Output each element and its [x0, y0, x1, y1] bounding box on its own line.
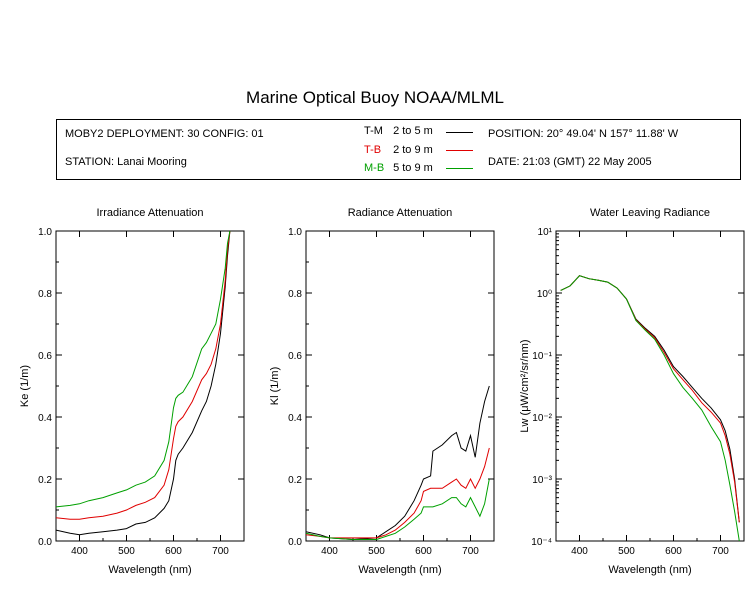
y-tick-label: 10⁻¹ — [532, 351, 552, 362]
info-box: MOBY2 DEPLOYMENT: 30 CONFIG: 01 STATION:… — [56, 119, 741, 180]
legend-line-m-b — [446, 168, 473, 169]
y-tick-label: 0.4 — [38, 413, 52, 424]
y-tick-label: 10⁻⁴ — [531, 537, 552, 548]
x-tick-label: 500 — [118, 546, 135, 557]
legend-line-t-b — [446, 150, 473, 151]
legend-item-t-m: T-M 2 to 5 m — [364, 125, 433, 137]
station-text: STATION: Lanai Mooring — [65, 156, 187, 168]
plot-frame — [305, 230, 495, 542]
chart-subtitle: Water Leaving Radiance — [590, 207, 710, 219]
legend-item-m-b: M-B 5 to 9 m — [364, 162, 433, 174]
chart-panel-3: Water Leaving Radiance 10⁻⁴ 10⁻³ 10⁻² 10⁻¹ 10… — [519, 207, 745, 576]
x-tick-label: 600 — [415, 546, 432, 557]
x-axis-label: Wavelength (nm) — [108, 564, 191, 576]
y-tick-label: 0.4 — [288, 413, 302, 424]
chart-panel-2: Radiance Attenuation 0.0 0.2 0.4 0.6 0.8 1.0 40… — [269, 207, 495, 576]
y-axis-label: Ke (1/m) — [19, 365, 31, 407]
series-line-t-b — [560, 275, 740, 523]
x-tick-label: 700 — [462, 546, 479, 557]
chart-subtitle: Irradiance Attenuation — [96, 207, 203, 219]
legend-range: 2 to 9 m — [393, 144, 433, 156]
deployment-text: MOBY2 DEPLOYMENT: 30 CONFIG: 01 — [65, 128, 264, 140]
chart-panel-1: Irradiance Attenuation 0.0 0.2 0.4 0.6 0.8 1.0… — [19, 207, 245, 576]
y-tick-label: 0.6 — [288, 351, 302, 362]
legend-code: T-M — [364, 125, 383, 137]
y-tick-label: 0.8 — [288, 289, 302, 300]
chart-subtitle: Radiance Attenuation — [348, 207, 453, 219]
series-line-t-b — [56, 231, 231, 520]
y-tick-label: 1.0 — [38, 227, 52, 238]
legend-line-t-m — [446, 132, 473, 133]
y-tick-label: 0.0 — [38, 537, 52, 548]
x-tick-label: 400 — [571, 546, 588, 557]
y-tick-label: 0.6 — [38, 351, 52, 362]
legend-code: M-B — [364, 162, 385, 174]
x-axis-label: Wavelength (nm) — [358, 564, 441, 576]
legend-range: 5 to 9 m — [393, 162, 433, 174]
series-line-m-b — [306, 478, 490, 540]
y-tick-label: 0.2 — [38, 475, 52, 486]
y-tick-label: 10⁻² — [532, 413, 552, 424]
x-tick-label: 400 — [71, 546, 88, 557]
legend-code: T-B — [364, 144, 382, 156]
x-axis-label: Wavelength (nm) — [608, 564, 691, 576]
y-tick-label: 0.0 — [288, 537, 302, 548]
series-line-t-m — [56, 231, 231, 536]
series-line-m-b — [560, 275, 740, 541]
legend-range: 2 to 5 m — [393, 125, 433, 137]
y-tick-label: 0.8 — [38, 289, 52, 300]
series-line-t-m — [306, 385, 490, 541]
x-tick-label: 700 — [712, 546, 729, 557]
x-tick-label: 500 — [368, 546, 385, 557]
x-tick-label: 600 — [665, 546, 682, 557]
x-tick-label: 600 — [165, 546, 182, 557]
y-axis-label: Kl (1/m) — [269, 367, 281, 406]
y-tick-label: 0.2 — [288, 475, 302, 486]
y-tick-label: 10⁻³ — [532, 475, 552, 486]
x-tick-label: 700 — [212, 546, 229, 557]
series-line-t-b — [306, 447, 490, 539]
y-tick-label: 1.0 — [288, 227, 302, 238]
date-text: DATE: 21:03 (GMT) 22 May 2005 — [488, 156, 652, 168]
position-text: POSITION: 20° 49.04' N 157° 11.88' W — [488, 128, 679, 140]
x-tick-label: 400 — [321, 546, 338, 557]
series-line-m-b — [56, 231, 231, 508]
series-line-t-m — [560, 275, 740, 523]
plot-frame — [55, 230, 245, 542]
x-tick-label: 500 — [618, 546, 635, 557]
legend-item-t-b: T-B 2 to 9 m — [364, 144, 433, 156]
y-axis-label: Lw (μW/cm²/sr/nm) — [519, 339, 531, 432]
y-tick-label: 10¹ — [538, 227, 553, 238]
chart-title: Marine Optical Buoy NOAA/MLML — [246, 88, 504, 107]
y-tick-label: 10⁰ — [537, 289, 552, 300]
